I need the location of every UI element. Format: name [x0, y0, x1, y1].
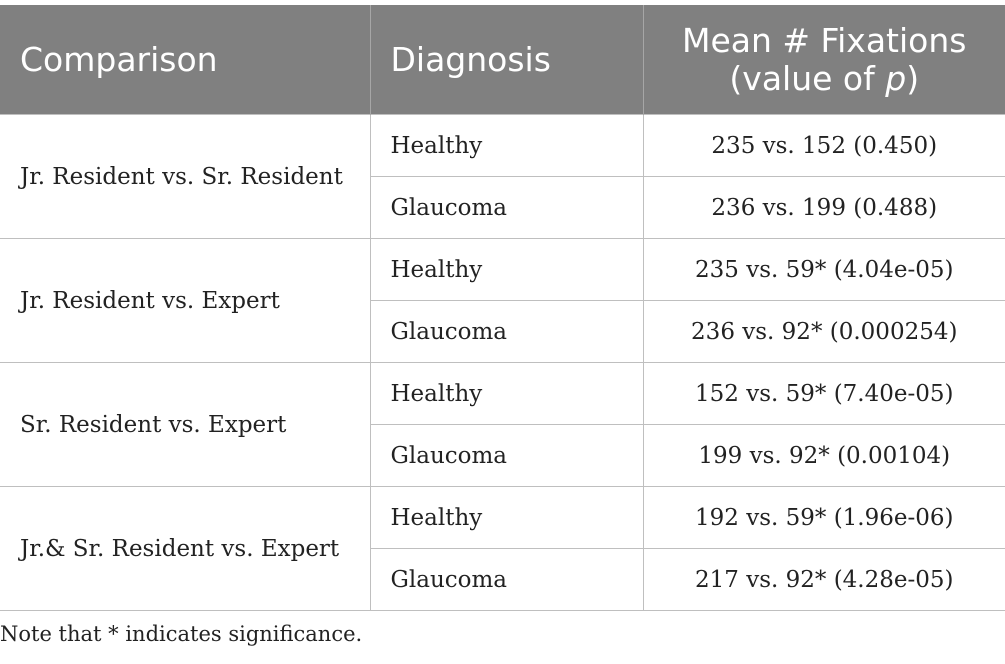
header-mean-line2-post: ) [906, 58, 920, 98]
mean-fixations-cell: 236 vs. 199 (0.488) [642, 176, 1005, 239]
table-row: Jr. Resident vs. Expert Healthy 235 vs. … [0, 238, 1005, 363]
comparison-cell: Sr. Resident vs. Expert [0, 362, 371, 487]
diagnosis-cell: Glaucoma [370, 176, 644, 239]
diagnosis-cell: Glaucoma [370, 548, 644, 611]
diagnosis-cell: Healthy [369, 362, 644, 425]
comparison-cell: Jr. Resident vs. Expert [0, 238, 371, 363]
table-row: Glaucoma 217 vs. 92* (4.28e-05) [0, 548, 1005, 611]
table-row: Sr. Resident vs. Expert Healthy 152 vs. … [0, 362, 1005, 487]
table-row: Jr.& Sr. Resident vs. Expert Healthy 192… [0, 486, 1005, 611]
header-mean-line1: Mean # Fixations [682, 20, 967, 60]
mean-fixations-cell: 235 vs. 152 (0.450) [642, 114, 1005, 177]
diagnosis-cell: Glaucoma [370, 424, 644, 487]
table-header: Comparison Diagnosis Mean # Fixations (v… [0, 5, 1005, 115]
table-row: Glaucoma 236 vs. 92* (0.000254) [0, 300, 1005, 363]
header-mean-fixations: Mean # Fixations (value of p) [643, 5, 1005, 115]
header-mean-line2-pre: (value of [729, 58, 886, 98]
table-row: Jr. Resident vs. Sr. Resident Healthy 23… [0, 114, 1005, 239]
header-p-symbol: p [885, 58, 907, 98]
mean-fixations-cell: 235 vs. 59* (4.04e-05) [642, 238, 1005, 301]
diagnosis-cell: Healthy [369, 486, 644, 549]
diagnosis-cell: Healthy [369, 238, 644, 301]
comparison-cell: Jr.& Sr. Resident vs. Expert [0, 486, 371, 611]
mean-fixations-cell: 217 vs. 92* (4.28e-05) [642, 548, 1005, 611]
diagnosis-cell: Glaucoma [370, 300, 644, 363]
header-row: Comparison Diagnosis Mean # Fixations (v… [0, 5, 1005, 115]
mean-fixations-cell: 192 vs. 59* (1.96e-06) [642, 486, 1005, 549]
header-comparison: Comparison [0, 5, 371, 115]
comparison-cell: Jr. Resident vs. Sr. Resident [0, 114, 371, 239]
fixations-table: Comparison Diagnosis Mean # Fixations (v… [0, 5, 1005, 611]
mean-fixations-cell: 152 vs. 59* (7.40e-05) [642, 362, 1005, 425]
mean-fixations-cell: 236 vs. 92* (0.000254) [642, 300, 1005, 363]
table-row: Glaucoma 236 vs. 199 (0.488) [0, 176, 1005, 239]
table-footnote: Note that * indicates significance. [0, 622, 363, 646]
header-diagnosis: Diagnosis [370, 5, 644, 115]
table-body: Jr. Resident vs. Sr. Resident Healthy 23… [0, 114, 1005, 611]
mean-fixations-cell: 199 vs. 92* (0.00104) [642, 424, 1005, 487]
diagnosis-cell: Healthy [369, 114, 644, 177]
